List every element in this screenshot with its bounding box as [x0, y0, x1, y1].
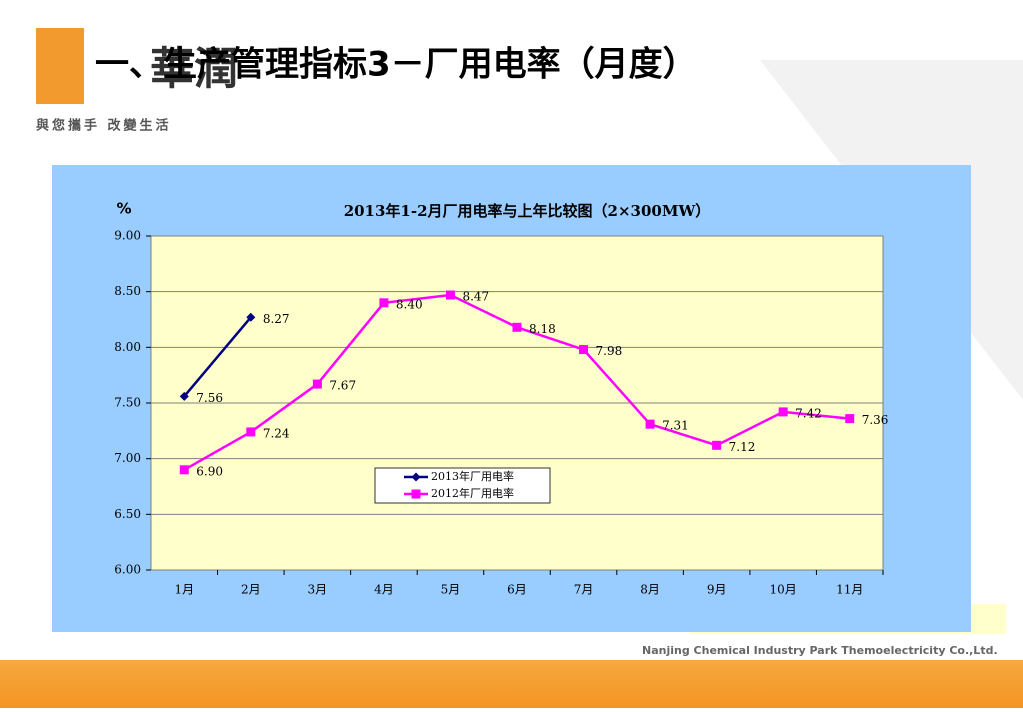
x-tick-label: 10月: [770, 583, 797, 597]
data-point: [845, 414, 855, 424]
data-label: 7.42: [795, 406, 822, 420]
data-point: [778, 407, 788, 417]
data-point: [179, 391, 189, 401]
x-tick-label: 5月: [441, 583, 461, 597]
footer-bar: [0, 660, 1023, 708]
y-tick-label: 7.50: [114, 396, 141, 410]
y-tick-label: 9.00: [114, 229, 141, 243]
y-tick-label: 7.00: [114, 451, 141, 465]
data-label: 8.47: [462, 290, 489, 304]
x-tick-label: 6月: [507, 583, 527, 597]
x-tick-label: 3月: [308, 583, 328, 597]
data-label: 7.31: [662, 419, 689, 433]
data-label: 7.24: [263, 426, 290, 440]
footer-company: Nanjing Chemical Industry Park Themoelec…: [642, 644, 998, 657]
data-point: [579, 345, 589, 355]
x-tick-label: 11月: [836, 583, 863, 597]
logo-block: [36, 28, 84, 104]
data-point: [712, 440, 722, 450]
x-tick-label: 8月: [640, 583, 660, 597]
y-tick-label: 8.50: [114, 284, 141, 298]
logo-text: 華潤: [150, 44, 238, 95]
legend: [374, 467, 551, 504]
data-label: 7.12: [729, 440, 756, 454]
data-label: 7.67: [329, 379, 356, 393]
legend-marker: [411, 489, 421, 499]
data-label: 8.40: [396, 297, 423, 311]
data-point: [179, 465, 189, 475]
data-label: 8.18: [529, 322, 556, 336]
x-tick-label: 2月: [241, 583, 261, 597]
data-point: [445, 290, 455, 300]
data-label: 6.90: [196, 464, 223, 478]
data-label: 7.36: [862, 413, 889, 427]
y-tick-label: 6.50: [114, 507, 141, 521]
data-label: 7.98: [596, 344, 623, 358]
data-point: [246, 427, 256, 437]
x-tick-label: 4月: [374, 583, 394, 597]
data-label: 8.27: [263, 312, 290, 326]
x-tick-label: 9月: [707, 583, 727, 597]
y-tick-label: 6.00: [114, 563, 141, 577]
legend-label: 2012年厂用电率: [431, 486, 514, 500]
data-point: [512, 322, 522, 332]
data-point: [312, 379, 322, 389]
data-label: 7.56: [196, 391, 223, 405]
legend-label: 2013年厂用电率: [431, 469, 514, 483]
x-tick-label: 7月: [574, 583, 594, 597]
y-tick-label: 8.00: [114, 340, 141, 354]
slide-title: 一、生产管理指标3－厂用电率（月度）: [95, 45, 697, 85]
data-point: [246, 312, 256, 322]
y-axis-label: %: [116, 200, 131, 218]
x-tick-label: 1月: [174, 583, 194, 597]
slogan: 與您攜手 改變生活: [36, 118, 172, 134]
legend-marker: [411, 472, 421, 482]
series-line: [183, 316, 252, 398]
data-point: [645, 419, 655, 429]
data-point: [379, 298, 389, 308]
chart-title: 2013年1-2月厂用电率与上年比较图（2×300MW）: [344, 202, 711, 220]
